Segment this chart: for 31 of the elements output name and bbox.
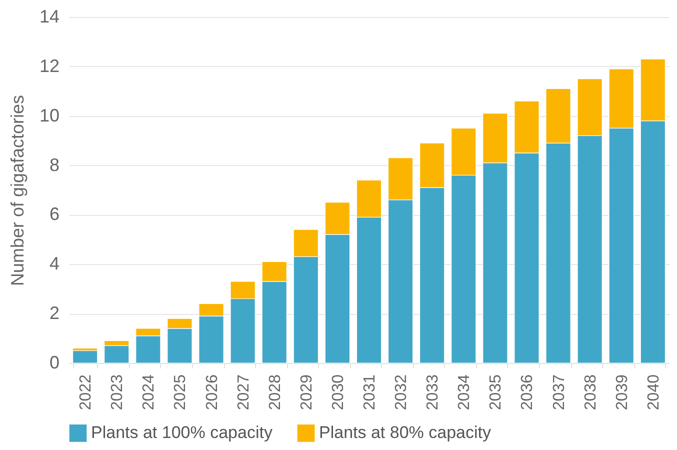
y-tick-label: 2: [49, 303, 60, 324]
x-tick-label: 2022: [78, 374, 95, 410]
x-tick-label: 2032: [393, 374, 410, 410]
x-tick-label: 2028: [266, 374, 284, 410]
x-tick-label: 2039: [614, 374, 631, 410]
x-tick-label: 2031: [362, 374, 378, 410]
y-tick-label: 8: [49, 154, 60, 175]
y-tick-label: 14: [39, 6, 60, 26]
x-tick-label: 2033: [424, 374, 442, 410]
y-axis-title: Number of gigafactories: [7, 94, 28, 286]
x-tick-label: 2038: [582, 374, 600, 410]
y-tick-label: 6: [49, 204, 60, 224]
x-tick-label: 2037: [550, 374, 568, 410]
y-tick-label: 12: [39, 56, 60, 76]
x-tick-label: 2029: [298, 374, 316, 410]
x-tick-label: 2040: [645, 374, 662, 410]
x-tick-label: 2030: [330, 374, 347, 410]
x-tick-label: 2024: [140, 374, 158, 410]
legend-label: Plants at 80% capacity: [319, 423, 492, 442]
bar: [72, 350, 98, 364]
x-tick-label: 2034: [456, 374, 474, 410]
x-tick-label: 2036: [519, 374, 536, 410]
y-tick-label: 10: [39, 105, 60, 126]
y-tick-label: 4: [49, 254, 60, 274]
x-tick-label: 2023: [109, 374, 126, 410]
x-tick-label: 2026: [204, 374, 221, 410]
x-tick-label: 2025: [172, 374, 190, 410]
x-tick-label: 2027: [235, 374, 252, 410]
x-tick-label: 2035: [488, 374, 505, 410]
legend-label: Plants at 100% capacity: [91, 423, 273, 442]
y-tick-label: 0: [49, 352, 60, 372]
